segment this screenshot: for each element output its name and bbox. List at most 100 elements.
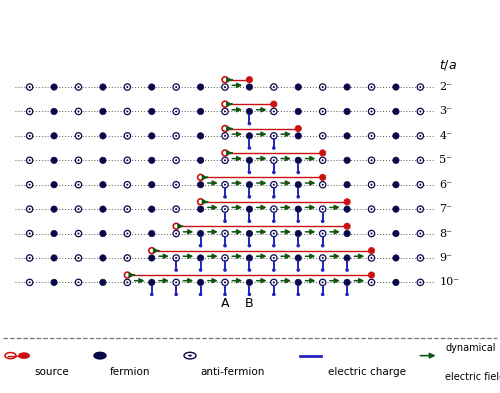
Circle shape <box>28 86 30 88</box>
Circle shape <box>272 195 276 198</box>
Circle shape <box>124 230 130 237</box>
Circle shape <box>100 255 106 261</box>
Circle shape <box>76 108 82 115</box>
Text: 3⁻: 3⁻ <box>440 107 452 116</box>
Circle shape <box>76 279 82 286</box>
Circle shape <box>28 159 30 161</box>
Circle shape <box>320 150 326 156</box>
Circle shape <box>295 125 302 132</box>
Circle shape <box>76 255 82 261</box>
Circle shape <box>246 108 252 115</box>
Circle shape <box>344 206 350 212</box>
Circle shape <box>100 108 106 115</box>
Circle shape <box>28 257 30 259</box>
Circle shape <box>272 219 276 223</box>
Circle shape <box>173 133 180 139</box>
Circle shape <box>198 244 202 248</box>
Circle shape <box>184 352 196 359</box>
Circle shape <box>370 110 372 112</box>
Circle shape <box>224 208 226 210</box>
Circle shape <box>222 182 228 188</box>
Circle shape <box>296 293 300 296</box>
Circle shape <box>346 268 349 272</box>
Circle shape <box>222 255 228 261</box>
Text: 5⁻: 5⁻ <box>440 155 452 165</box>
Circle shape <box>270 157 277 163</box>
Circle shape <box>246 279 252 286</box>
Circle shape <box>370 257 372 259</box>
Circle shape <box>26 157 33 163</box>
Circle shape <box>370 135 372 137</box>
Circle shape <box>393 108 399 115</box>
Circle shape <box>76 133 82 139</box>
Circle shape <box>28 208 30 210</box>
Circle shape <box>28 184 30 186</box>
Circle shape <box>174 268 178 272</box>
Circle shape <box>248 171 251 174</box>
Circle shape <box>76 206 82 212</box>
Circle shape <box>273 110 275 112</box>
Circle shape <box>393 157 399 163</box>
Circle shape <box>224 135 226 137</box>
Circle shape <box>148 157 155 163</box>
Circle shape <box>124 157 130 163</box>
Circle shape <box>28 233 30 235</box>
Circle shape <box>198 199 203 205</box>
Circle shape <box>393 133 399 139</box>
Circle shape <box>51 279 57 286</box>
Circle shape <box>26 279 33 286</box>
Circle shape <box>322 86 324 88</box>
Circle shape <box>76 182 82 188</box>
Circle shape <box>198 206 204 212</box>
Circle shape <box>273 184 275 186</box>
Circle shape <box>370 208 372 210</box>
Circle shape <box>78 184 80 186</box>
Circle shape <box>175 86 177 88</box>
Circle shape <box>246 255 252 261</box>
Circle shape <box>223 195 227 198</box>
Circle shape <box>368 108 374 115</box>
Circle shape <box>148 255 155 261</box>
Circle shape <box>321 219 324 223</box>
Text: 10⁻: 10⁻ <box>440 277 460 287</box>
Circle shape <box>370 233 372 235</box>
Circle shape <box>222 230 228 237</box>
Circle shape <box>417 157 424 163</box>
Circle shape <box>295 133 302 139</box>
Circle shape <box>26 108 33 115</box>
Circle shape <box>322 135 324 137</box>
Circle shape <box>126 184 128 186</box>
Circle shape <box>320 133 326 139</box>
Circle shape <box>322 233 324 235</box>
Circle shape <box>273 86 275 88</box>
Circle shape <box>273 257 275 259</box>
Circle shape <box>393 206 399 212</box>
Circle shape <box>223 268 227 272</box>
Circle shape <box>100 230 106 237</box>
Circle shape <box>370 281 372 283</box>
Circle shape <box>175 281 177 283</box>
Circle shape <box>188 354 192 357</box>
Circle shape <box>148 108 155 115</box>
Circle shape <box>100 279 106 286</box>
Circle shape <box>78 110 80 112</box>
Circle shape <box>173 157 180 163</box>
Circle shape <box>320 157 326 163</box>
Circle shape <box>417 182 424 188</box>
Circle shape <box>175 184 177 186</box>
Circle shape <box>126 281 128 283</box>
Circle shape <box>26 84 33 90</box>
Circle shape <box>18 352 30 359</box>
Circle shape <box>344 182 350 188</box>
Circle shape <box>51 157 57 163</box>
Circle shape <box>417 279 424 286</box>
Circle shape <box>126 257 128 259</box>
Circle shape <box>295 84 302 90</box>
Circle shape <box>368 206 374 212</box>
Circle shape <box>344 84 350 90</box>
Circle shape <box>173 182 180 188</box>
Circle shape <box>175 233 177 235</box>
Circle shape <box>295 279 302 286</box>
Circle shape <box>124 272 130 278</box>
Circle shape <box>393 279 399 286</box>
